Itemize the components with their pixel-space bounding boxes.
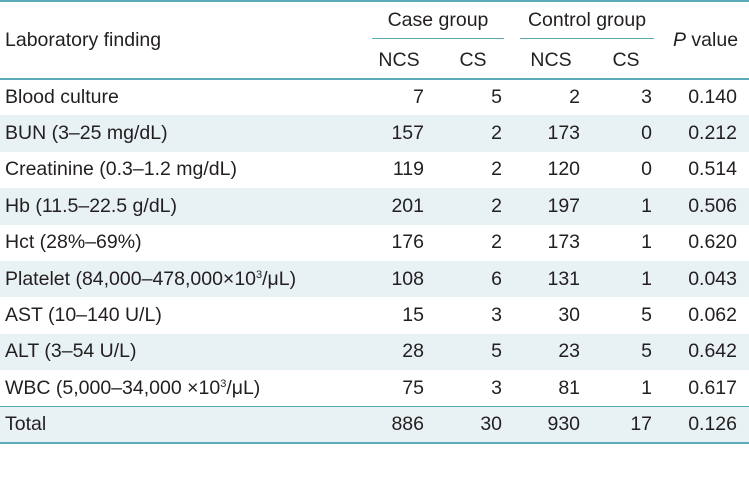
cell-control-ncs: 120	[547, 158, 581, 181]
cell-control-cs: 0	[641, 158, 653, 181]
cell-case-ncs: 886	[364, 406, 434, 444]
row-label-text: AST (10–140 U/L)	[5, 304, 162, 327]
cell-p-value: 0.062	[688, 304, 738, 327]
cell-control-ncs: 30	[558, 304, 581, 327]
cell-control-cs: 1	[641, 231, 653, 254]
cell-case-cs: 2	[491, 231, 503, 254]
cell-control-ncs: 930	[512, 406, 591, 444]
row-label: Hct (28%–69%)	[0, 225, 364, 261]
cell-control-cs: 17	[590, 406, 663, 444]
row-label: Total	[0, 406, 364, 444]
row-label-unit: /μL)	[262, 267, 297, 290]
table-row: Hct (28%–69%) 176 2 173 1 0.620	[0, 225, 749, 261]
cell-p-value: 0.126	[662, 406, 749, 444]
cell-case-ncs: 201	[364, 188, 434, 225]
row-label: Hb (11.5–22.5 g/dL)	[0, 188, 364, 225]
row-label-text: WBC (5,000–34,000 ×10	[5, 376, 221, 399]
cell-case-ncs: 7	[413, 86, 424, 109]
cell-control-cs: 1	[590, 188, 663, 225]
cell-case-cs: 3	[491, 376, 503, 399]
header-control-group-label: Control group	[520, 9, 655, 39]
cell-case-cs: 5	[491, 86, 503, 109]
cell-case-cs: 2	[491, 158, 503, 181]
row-label-text: Hct (28%–69%)	[5, 231, 142, 254]
table-row: AST (10–140 U/L) 15 3 30 5 0.062	[0, 297, 749, 333]
header-case-cs: CS	[434, 42, 513, 79]
row-label: AST (10–140 U/L)	[0, 297, 364, 333]
cell-case-ncs: 15	[402, 304, 424, 327]
cell-p-value: 0.642	[662, 333, 749, 371]
row-label: Blood culture	[0, 79, 364, 115]
cell-case-ncs: 157	[364, 115, 434, 152]
table-row: Total 886 30 930 17 0.126	[0, 406, 749, 444]
table-row: BUN (3–25 mg/dL) 157 2 173 0 0.212	[0, 115, 749, 152]
header-control-cs: CS	[590, 42, 663, 79]
lab-findings-table: Laboratory finding Case group Control gr…	[0, 0, 749, 444]
cell-case-ncs: 119	[392, 158, 424, 181]
header-p-value: P value	[662, 0, 749, 79]
table-row: Creatinine (0.3–1.2 mg/dL) 119 2 120 0 0.514	[0, 152, 749, 188]
cell-case-ncs: 75	[402, 376, 424, 399]
table-row: Platelet (84,000–478,000×103/μL) 108 6 131 1…	[0, 260, 749, 298]
header-control-ncs: NCS	[512, 42, 591, 79]
table-row: ALT (3–54 U/L) 28 5 23 5 0.642	[0, 333, 749, 371]
table-body: Blood culture 7 5 2 3 0.140 BUN (3–25 mg/dL) 15…	[0, 79, 749, 444]
cell-p-value: 0.212	[662, 115, 749, 152]
cell-p-value: 0.043	[662, 260, 749, 298]
row-label-unit: /μL)	[226, 376, 261, 399]
cell-p-value: 0.506	[662, 188, 749, 225]
cell-control-cs: 1	[641, 376, 653, 399]
cell-p-value: 0.617	[688, 376, 738, 399]
cell-control-ncs: 23	[512, 333, 591, 371]
cell-case-ncs: 28	[364, 333, 434, 371]
cell-p-value: 0.140	[688, 86, 738, 109]
cell-p-value: 0.514	[688, 158, 738, 181]
row-label-superscript: 3	[220, 377, 227, 390]
row-label: ALT (3–54 U/L)	[0, 333, 364, 371]
row-label-text: Total	[5, 412, 47, 435]
cell-control-ncs: 81	[558, 376, 581, 399]
cell-control-ncs: 173	[547, 231, 581, 254]
cell-case-cs: 6	[434, 260, 513, 298]
cell-control-ncs: 2	[569, 86, 581, 109]
cell-case-cs: 3	[491, 304, 503, 327]
table-row: Hb (11.5–22.5 g/dL) 201 2 197 1 0.506	[0, 188, 749, 225]
cell-case-cs: 30	[434, 406, 513, 444]
cell-p-value: 0.620	[688, 231, 738, 254]
row-label-text: Blood culture	[5, 86, 119, 109]
cell-case-ncs: 108	[364, 260, 434, 298]
cell-control-ncs: 173	[512, 115, 591, 152]
row-label-text: Creatinine (0.3–1.2 mg/dL)	[5, 158, 237, 181]
table-row: Blood culture 7 5 2 3 0.140	[0, 79, 749, 115]
header-p-italic: P	[672, 28, 686, 51]
cell-case-cs: 2	[434, 188, 513, 225]
row-label: Creatinine (0.3–1.2 mg/dL)	[0, 152, 364, 188]
row-label-text: Platelet (84,000–478,000×10	[5, 267, 257, 290]
header-case-ncs: NCS	[364, 42, 434, 79]
cell-case-cs: 2	[434, 115, 513, 152]
cell-control-cs: 5	[641, 304, 653, 327]
header-p-rest: value	[686, 28, 739, 51]
header-case-group-label: Case group	[372, 9, 505, 39]
row-label-text: ALT (3–54 U/L)	[5, 340, 137, 363]
table-header: Laboratory finding Case group Control gr…	[0, 0, 749, 79]
cell-control-cs: 1	[590, 260, 663, 298]
cell-control-ncs: 131	[512, 260, 591, 298]
header-control-group: Control group	[512, 0, 663, 42]
cell-control-cs: 3	[641, 86, 653, 109]
row-label: Platelet (84,000–478,000×103/μL)	[0, 260, 364, 298]
row-label-text: BUN (3–25 mg/dL)	[5, 122, 168, 145]
cell-control-cs: 5	[590, 333, 663, 371]
cell-case-cs: 5	[434, 333, 513, 371]
row-label: WBC (5,000–34,000 ×103/μL)	[0, 370, 364, 406]
header-case-group: Case group	[364, 0, 513, 42]
cell-control-ncs: 197	[512, 188, 591, 225]
cell-control-cs: 0	[590, 115, 663, 152]
row-label: BUN (3–25 mg/dL)	[0, 115, 364, 152]
row-label-text: Hb (11.5–22.5 g/dL)	[5, 194, 178, 217]
header-laboratory-finding: Laboratory finding	[0, 0, 364, 79]
table-row: WBC (5,000–34,000 ×103/μL) 75 3 81 1 0.617	[0, 370, 749, 406]
cell-case-ncs: 176	[391, 231, 424, 254]
row-label-superscript: 3	[256, 268, 263, 281]
